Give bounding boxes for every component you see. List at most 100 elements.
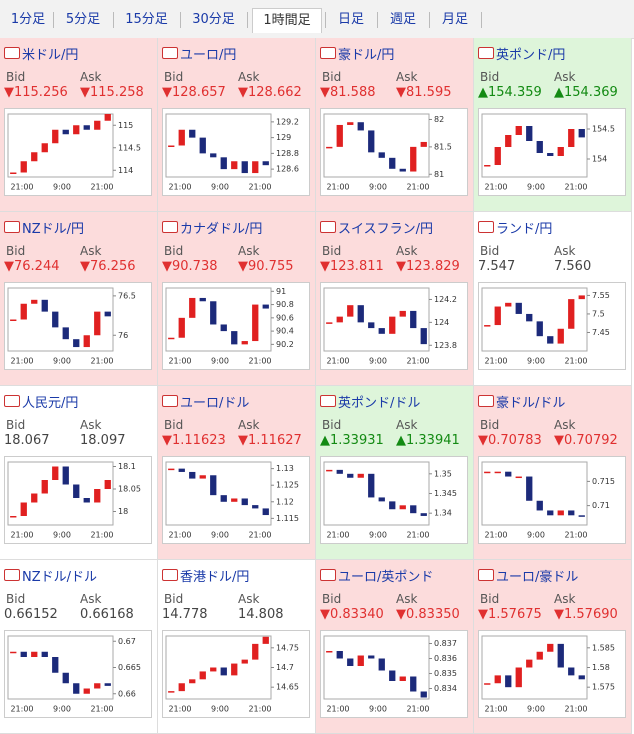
ask-label: Ask bbox=[238, 244, 260, 258]
currency-panel[interactable]: スイスフラン/円 Bid Ask ▼123.811 ▼123.829 123.8 124 12… bbox=[316, 212, 474, 386]
candle bbox=[410, 310, 417, 329]
tab[interactable]: 1時間足 bbox=[252, 8, 322, 33]
ask-label: Ask bbox=[554, 418, 576, 432]
bid-value: ▼1.57675 bbox=[478, 607, 542, 622]
currency-panel[interactable]: ユーロ/ドル Bid Ask ▼1.11623 ▼1.11627 1.115 1.12 1.1… bbox=[158, 386, 316, 560]
ask-label: Ask bbox=[396, 70, 418, 84]
candle bbox=[178, 129, 185, 146]
currency-panel[interactable]: 英ポンド/円 Bid Ask ▲154.359 ▲154.369 154 154.5 21:0… bbox=[474, 38, 632, 212]
y-tick-label: 1.345 bbox=[434, 489, 457, 498]
tab[interactable]: 月足 bbox=[441, 12, 468, 27]
mini-chart: 0.834 0.835 0.836 0.837 21:00 9:00 21:00 bbox=[320, 630, 468, 718]
bid-value: ▼0.70783 bbox=[478, 433, 542, 448]
candle bbox=[557, 147, 564, 156]
candle bbox=[526, 476, 533, 501]
bid-value: ▼1.11623 bbox=[162, 433, 226, 448]
panel-title: 米ドル/円 bbox=[22, 48, 79, 63]
currency-panel[interactable]: NZドル/円 Bid Ask ▼76.244 ▼76.256 76 76.5 21:00 9:0… bbox=[0, 212, 158, 386]
currency-panel[interactable]: 英ポンド/ドル Bid Ask ▲1.33931 ▲1.33941 1.34 1.345 1.… bbox=[316, 386, 474, 560]
candle bbox=[399, 310, 406, 317]
candle bbox=[484, 165, 491, 167]
candle bbox=[168, 145, 175, 147]
bid-value: 18.067 bbox=[4, 433, 50, 448]
candle bbox=[94, 489, 101, 503]
currency-panel[interactable]: NZドル/ドル Bid Ask 0.66152 0.66168 0.66 0.665 0.67… bbox=[0, 560, 158, 734]
candle bbox=[62, 672, 69, 684]
currency-panel[interactable]: ユーロ/英ポンド Bid Ask ▼0.83340 ▼0.83350 0.834 0.835… bbox=[316, 560, 474, 734]
tab[interactable]: 日足 bbox=[337, 12, 364, 27]
candle bbox=[326, 322, 333, 324]
x-tick-label: 9:00 bbox=[369, 357, 387, 366]
candle bbox=[410, 676, 417, 692]
x-tick-label: 21:00 bbox=[484, 531, 507, 540]
x-tick-label: 9:00 bbox=[53, 531, 71, 540]
flag-icon bbox=[320, 569, 336, 581]
y-tick-label: 14.7 bbox=[276, 663, 294, 672]
flag-icon bbox=[4, 47, 20, 59]
mini-chart: 128.6 128.8 129 129.2 21:00 9:00 21:00 bbox=[162, 108, 310, 196]
panel-title: 豪ドル/円 bbox=[338, 48, 395, 63]
candle bbox=[41, 480, 48, 494]
tab[interactable]: 30分足 bbox=[192, 12, 235, 27]
candle bbox=[52, 311, 59, 328]
tab[interactable]: 15分足 bbox=[125, 12, 168, 27]
currency-panel[interactable]: ユーロ/豪ドル Bid Ask ▼1.57675 ▼1.57690 1.575 1.58 1.… bbox=[474, 560, 632, 734]
currency-panel[interactable]: 香港ドル/円 Bid Ask 14.778 14.808 14.65 14.7 14.75 21… bbox=[158, 560, 316, 734]
plot-frame bbox=[323, 113, 430, 178]
tab-separator bbox=[325, 12, 326, 28]
tab[interactable]: 5分足 bbox=[65, 12, 101, 27]
y-tick-label: 18 bbox=[118, 507, 128, 516]
candle bbox=[241, 659, 248, 664]
candle bbox=[410, 146, 417, 172]
candle bbox=[220, 495, 227, 502]
x-tick-label: 21:00 bbox=[168, 183, 191, 192]
mini-chart: 0.71 0.715 21:00 9:00 21:00 bbox=[478, 456, 626, 544]
candle bbox=[515, 476, 522, 479]
currency-panel[interactable]: 米ドル/円 Bid Ask ▼115.256 ▼115.258 114 114.5 115 21… bbox=[0, 38, 158, 212]
candle bbox=[378, 328, 385, 334]
x-tick-label: 21:00 bbox=[10, 357, 33, 366]
currency-panel[interactable]: カナダドル/円 Bid Ask ▼90.738 ▼90.755 90.2 90.4 90.6 9… bbox=[158, 212, 316, 386]
currency-panel[interactable]: 豪ドル/円 Bid Ask ▼81.588 ▼81.595 81 81.5 82 21:00 9:… bbox=[316, 38, 474, 212]
y-tick-label: 1.13 bbox=[276, 464, 294, 473]
candle bbox=[104, 683, 111, 686]
ask-label: Ask bbox=[80, 70, 102, 84]
candle bbox=[526, 313, 533, 322]
x-tick-label: 9:00 bbox=[53, 705, 71, 714]
ask-value: 0.66168 bbox=[80, 607, 134, 622]
x-tick-label: 21:00 bbox=[564, 357, 587, 366]
y-tick-label: 0.834 bbox=[434, 684, 457, 693]
candle bbox=[515, 667, 522, 688]
ask-label: Ask bbox=[238, 418, 260, 432]
y-tick-label: 1.34 bbox=[434, 509, 452, 518]
candle bbox=[368, 130, 375, 153]
tab-separator bbox=[113, 12, 114, 28]
candle bbox=[210, 667, 217, 672]
x-tick-label: 21:00 bbox=[406, 705, 429, 714]
ask-label: Ask bbox=[396, 418, 418, 432]
panel-title: カナダドル/円 bbox=[180, 222, 263, 237]
currency-panel[interactable]: 豪ドル/ドル Bid Ask ▼0.70783 ▼0.70792 0.71 0.715 21:… bbox=[474, 386, 632, 560]
tab[interactable]: 週足 bbox=[389, 12, 416, 27]
mini-chart: 154 154.5 21:00 9:00 21:00 bbox=[478, 108, 626, 196]
mini-chart: 123.8 124 124.2 21:00 9:00 21:00 bbox=[320, 282, 468, 370]
currency-panel[interactable]: 人民元/円 Bid Ask 18.067 18.097 18 18.05 18.1 21:00 9… bbox=[0, 386, 158, 560]
candle bbox=[178, 683, 185, 692]
x-tick-label: 21:00 bbox=[484, 705, 507, 714]
plot-frame bbox=[165, 113, 272, 178]
x-tick-label: 21:00 bbox=[10, 705, 33, 714]
x-tick-label: 21:00 bbox=[90, 183, 113, 192]
x-tick-label: 21:00 bbox=[10, 531, 33, 540]
flag-icon bbox=[4, 395, 20, 407]
currency-panel[interactable]: ユーロ/円 Bid Ask ▼128.657 ▼128.662 128.6 128.8 129… bbox=[158, 38, 316, 212]
y-tick-label: 115 bbox=[118, 121, 133, 130]
flag-icon bbox=[162, 221, 178, 233]
plot-frame bbox=[7, 113, 114, 178]
x-tick-label: 9:00 bbox=[211, 531, 229, 540]
tab[interactable]: 1分足 bbox=[10, 12, 46, 27]
x-tick-label: 9:00 bbox=[211, 357, 229, 366]
bid-value: ▼115.256 bbox=[4, 85, 68, 100]
y-tick-label: 124 bbox=[434, 318, 449, 327]
currency-panel[interactable]: ランド/円 Bid Ask 7.547 7.560 7.45 7.5 7.55 21:00 9:0… bbox=[474, 212, 632, 386]
candle bbox=[231, 331, 238, 345]
